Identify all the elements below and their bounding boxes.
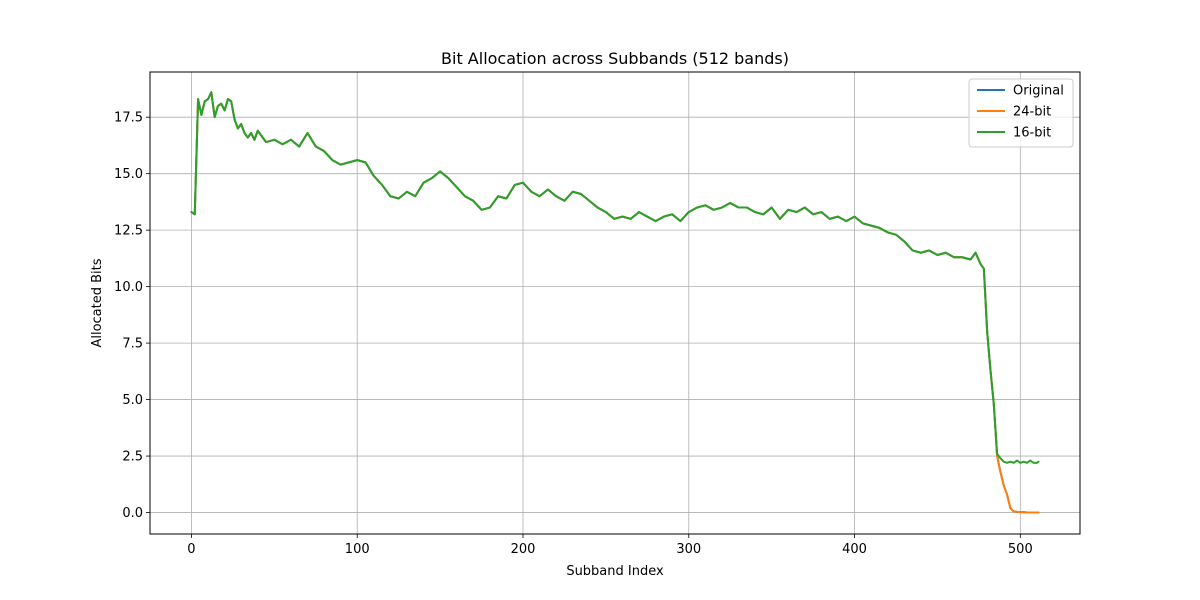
legend-label-24-bit: 24-bit [1013,105,1051,120]
y-tick-label: 7.5 [122,337,143,352]
plot-frame [149,71,1081,535]
y-tick-label: 17.5 [114,111,143,126]
x-axis-label: Subband Index [566,564,664,579]
y-tick-label: 10.0 [114,280,143,295]
y-tick-label: 12.5 [114,224,143,239]
legend: Original 24-bit 16-bit [968,78,1074,148]
y-tick-label: 2.5 [122,450,143,465]
y-ticks: 0.0 2.5 5.0 7.5 10.0 12.5 15.0 17.5 [114,111,150,521]
y-tick-label: 0.0 [122,506,143,521]
chart-title: Bit Allocation across Subbands (512 band… [441,49,789,68]
x-tick-label: 0 [187,542,195,557]
series-line-16-bit [190,91,1040,464]
legend-box [968,78,1074,148]
legend-label-original: Original [1013,84,1064,99]
x-tick-label: 500 [1008,542,1033,557]
x-tick-label: 400 [842,542,867,557]
x-tick-label: 100 [345,542,370,557]
y-axis-label: Allocated Bits [90,258,105,347]
legend-label-16-bit: 16-bit [1013,126,1051,141]
series-layer [190,91,1040,514]
grid [150,72,1080,534]
x-tick-label: 200 [511,542,536,557]
x-ticks: 0 100 200 300 400 500 [187,534,1033,557]
y-tick-label: 5.0 [122,393,143,408]
x-tick-label: 300 [676,542,701,557]
y-tick-label: 15.0 [114,167,143,182]
